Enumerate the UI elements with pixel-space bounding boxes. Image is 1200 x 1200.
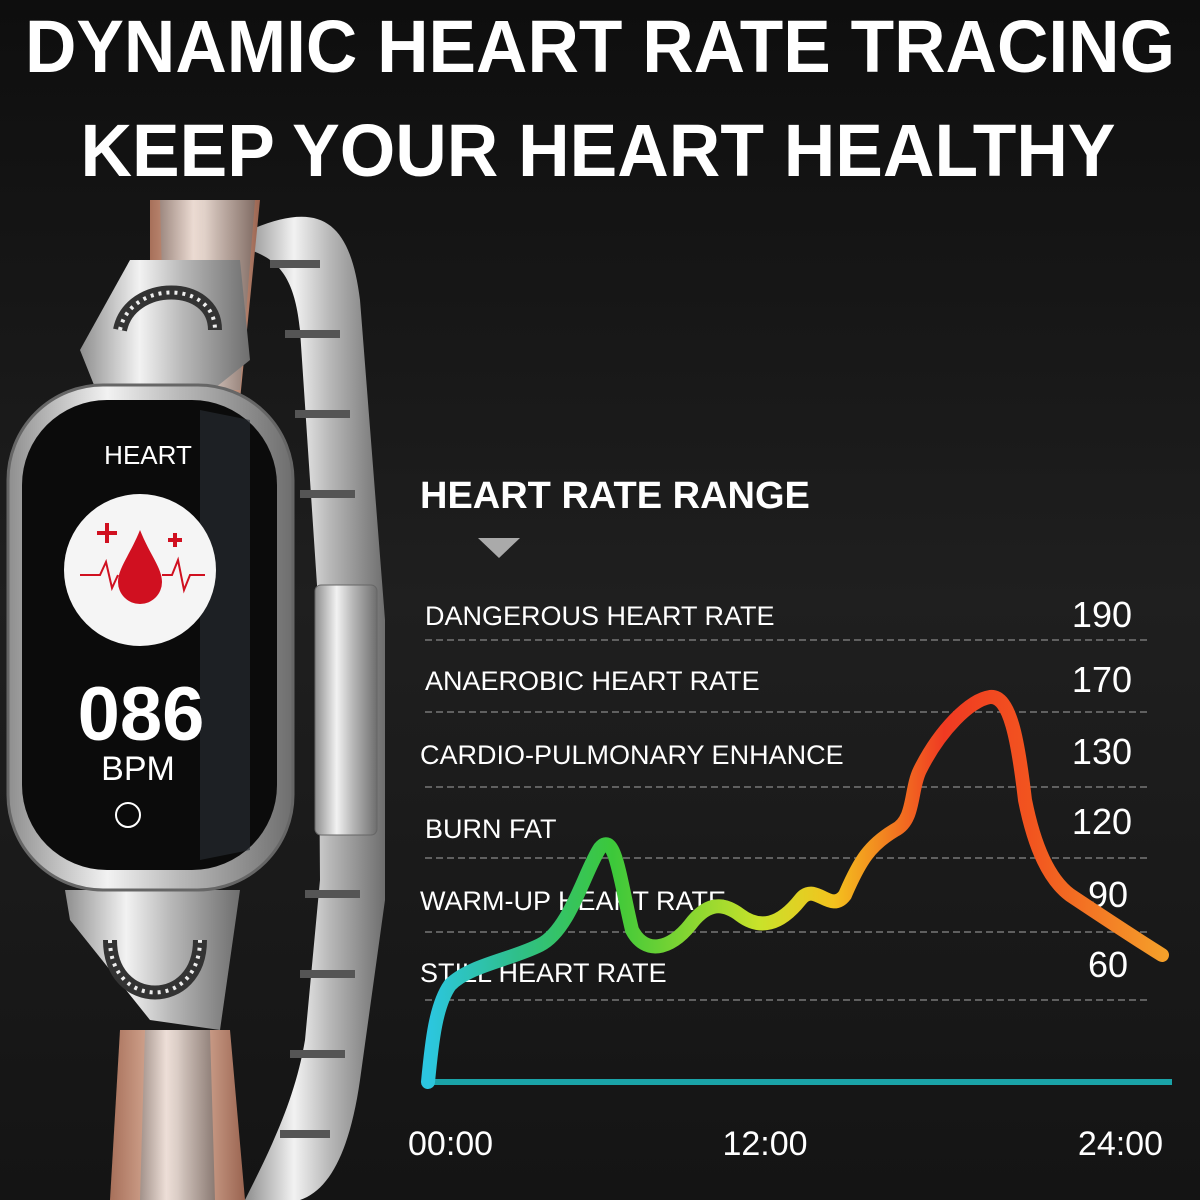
range-value: 190 (1072, 594, 1132, 635)
range-title: HEART RATE RANGE (420, 475, 810, 517)
headline: DYNAMIC HEART RATE TRACING (25, 5, 1175, 88)
bpm-reading: 086 (78, 672, 205, 757)
bpm-unit: BPM (101, 750, 175, 788)
screen-glare (200, 410, 250, 860)
range-value: 170 (1072, 659, 1132, 700)
screen-label: HEART (104, 440, 192, 470)
time-label: 00:00 (408, 1125, 493, 1163)
home-button (115, 802, 141, 828)
watch: HEART 086 BPM (6, 200, 385, 1200)
time-label: 24:00 (1078, 1125, 1163, 1163)
heart-rate-curve (421, 690, 1169, 1089)
range-value: 60 (1088, 944, 1128, 985)
range-label: DANGEROUS HEART RATE (425, 601, 775, 631)
time-label: 12:00 (722, 1125, 807, 1163)
range-value: 120 (1072, 801, 1132, 842)
band-links (270, 260, 360, 1138)
ecg-trace (80, 556, 205, 594)
lower-lug (65, 890, 240, 1030)
pointer (478, 538, 520, 558)
cross-icons (97, 523, 182, 547)
lower-arch (103, 939, 207, 1000)
time-axis: 00:00 12:00 24:00 (408, 1125, 1163, 1163)
range-value: 130 (1072, 731, 1132, 772)
range-label: BURN FAT (425, 814, 557, 844)
lower-links-shine (140, 1030, 215, 1200)
range-label: CARDIO-PULMONARY ENHANCE (420, 740, 844, 770)
upper-gems (118, 290, 217, 331)
clasp (314, 584, 378, 836)
upper-lug (80, 260, 250, 400)
headline: KEEP YOUR HEART HEALTHY (81, 109, 1116, 192)
blood-drop (118, 530, 162, 604)
range-label: ANAEROBIC HEART RATE (425, 666, 760, 696)
band (245, 216, 385, 1200)
